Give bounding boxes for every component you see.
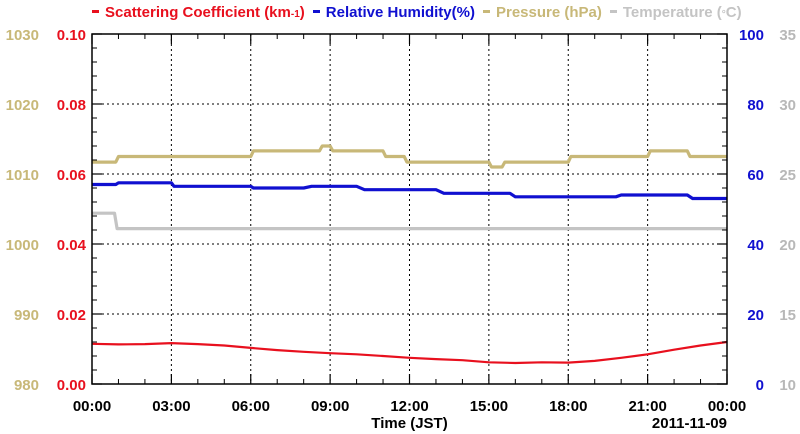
temperature-axis-tick-label: 20 xyxy=(779,237,796,254)
series-line-pressure xyxy=(92,144,727,169)
temperature-axis-tick-label: 15 xyxy=(779,307,796,324)
pressure-axis-tick-label: 1020 xyxy=(6,97,39,114)
temperature-axis-tick-label: 25 xyxy=(779,167,796,184)
legend-label-sup-temperature: ° xyxy=(721,9,726,20)
scattering-axis-tick-label: 0.02 xyxy=(57,307,86,324)
legend-swatch-scattering xyxy=(92,10,99,13)
pressure-axis-tick-label: 1030 xyxy=(6,27,39,44)
x-tick-label: 12:00 xyxy=(390,398,428,415)
temperature-axis-tick-label: 30 xyxy=(779,97,796,114)
scattering-axis-tick-label: 0.06 xyxy=(57,167,86,184)
date-label: 2011-11-09 xyxy=(652,415,727,432)
x-tick-label: 18:00 xyxy=(549,398,587,415)
chart-grid xyxy=(92,34,727,384)
series-line-temperature xyxy=(92,211,727,231)
humidity-axis-tick-label: 60 xyxy=(747,167,764,184)
humidity-axis-tick-label: 0 xyxy=(756,377,764,394)
humidity-axis-tick-label: 20 xyxy=(747,307,764,324)
scattering-axis-tick-label: 0.08 xyxy=(57,97,86,114)
pressure-axis-tick-label: 990 xyxy=(14,307,39,324)
legend-label-end-temperature: C) xyxy=(725,4,742,21)
humidity-axis-tick-label: 100 xyxy=(739,27,764,44)
legend-label-scattering: Scattering Coefficient (km xyxy=(105,4,291,21)
x-tick-label: 21:00 xyxy=(628,398,666,415)
legend-label-sup-scattering: -1 xyxy=(290,9,300,20)
legend-swatch-humidity xyxy=(312,10,320,13)
legend-item-pressure: Pressure (hPa) xyxy=(482,4,602,21)
humidity-axis-tick-label: 40 xyxy=(747,237,764,254)
x-tick-label: 06:00 xyxy=(232,398,270,415)
x-tick-label: 03:00 xyxy=(152,398,190,415)
ticks-layer xyxy=(91,33,728,385)
scattering-axis-tick-label: 0.10 xyxy=(57,27,86,44)
x-tick-label: 00:00 xyxy=(708,398,746,415)
x-tick-label: 00:00 xyxy=(73,398,111,415)
legend-swatch-temperature xyxy=(609,10,617,13)
temperature-axis-tick-label: 10 xyxy=(779,377,796,394)
legend-label-temperature: Temperature ( xyxy=(622,4,722,21)
temperature-axis-tick-label: 35 xyxy=(779,27,796,44)
series-line-humidity xyxy=(92,181,727,201)
pressure-axis-tick-label: 1000 xyxy=(6,237,39,254)
legend-swatch-pressure xyxy=(482,10,490,13)
humidity-axis-tick-label: 80 xyxy=(747,97,764,114)
legend-label-humidity: Relative Humidity(%) xyxy=(325,4,475,21)
x-tick-label: 15:00 xyxy=(470,398,508,415)
scattering-axis-tick-label: 0.04 xyxy=(57,237,87,254)
labels-layer: 00:00 03:00 06:00 09:00 12:00 15:00 18:00 21:00… xyxy=(6,27,796,432)
x-tick-label: 09:00 xyxy=(311,398,349,415)
legend-label-pressure: Pressure (hPa) xyxy=(495,4,602,21)
chart-legend: Scattering Coefficient (km -1) Relative Hu… xyxy=(0,4,800,26)
legend-label-end-scattering: ) xyxy=(299,4,305,21)
scattering-axis-tick-label: 0.00 xyxy=(57,377,86,394)
series-layer xyxy=(91,144,728,365)
legend-item-scattering: Scattering Coefficient (km -1) xyxy=(92,4,305,21)
legend-item-temperature: Temperature (° C) xyxy=(609,4,742,21)
x-axis-title: Time (JST) xyxy=(371,415,447,432)
pressure-axis-tick-label: 980 xyxy=(14,377,39,394)
legend-item-humidity: Relative Humidity(%) xyxy=(312,4,475,21)
pressure-axis-tick-label: 1010 xyxy=(6,167,39,184)
